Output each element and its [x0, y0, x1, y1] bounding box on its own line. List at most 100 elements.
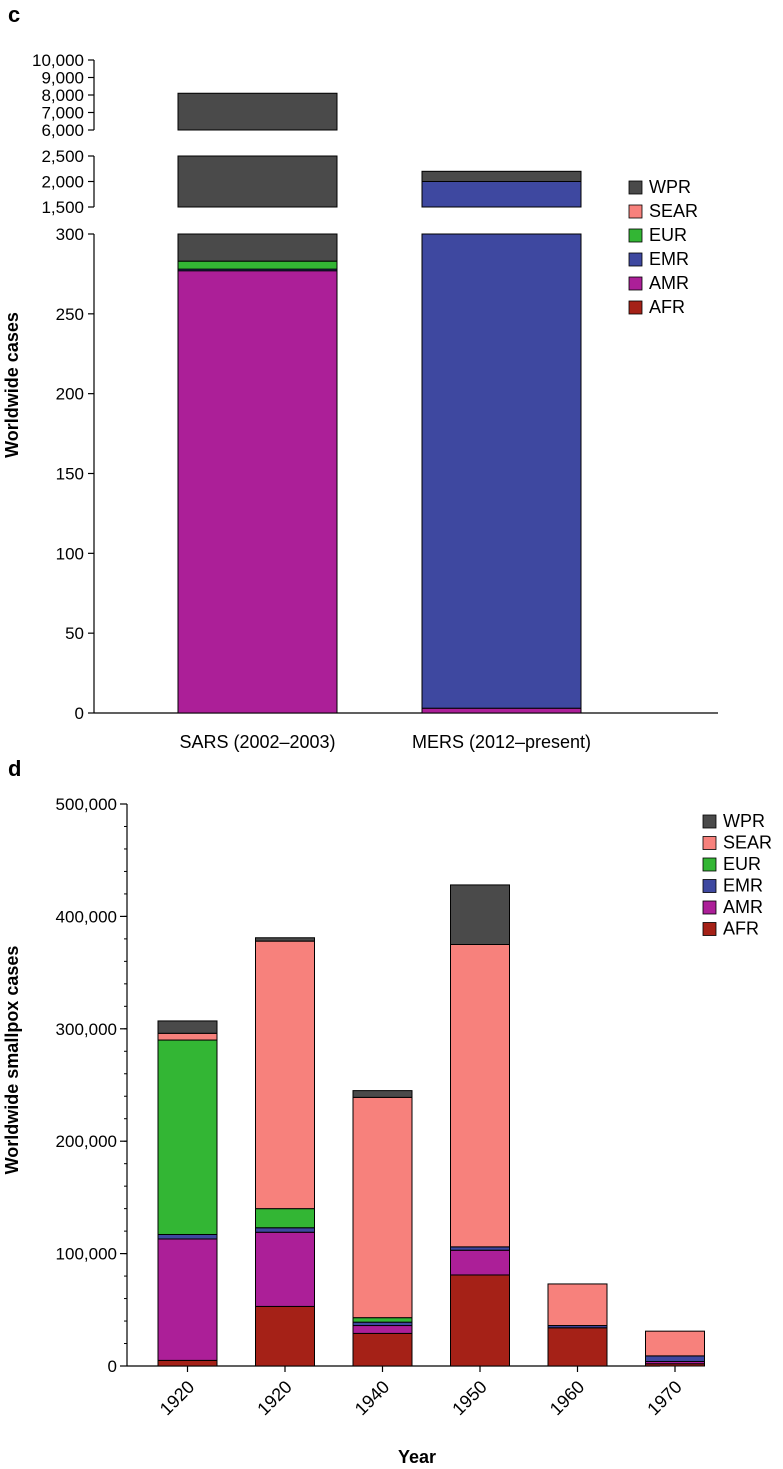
y-tick-label: 1,500	[41, 198, 84, 217]
bar-0-wpr	[157, 1020, 218, 1034]
y-tick-label: 100,000	[56, 1245, 117, 1264]
bar-1-emr	[255, 1227, 315, 1233]
bar-1-wpr	[255, 937, 315, 942]
y-tick-label: 50	[65, 624, 84, 643]
bar-2-sear	[352, 1096, 413, 1319]
bar-sars-eur	[177, 260, 338, 270]
legend-label-sear: SEAR	[649, 201, 698, 221]
legend-label-eur: EUR	[723, 854, 761, 874]
bar-0-eur	[157, 1039, 218, 1235]
bar-sars-amr	[177, 270, 338, 714]
y-tick-label: 400,000	[56, 907, 117, 926]
legend-swatch-sear	[702, 836, 717, 850]
bar-2-amr	[352, 1325, 413, 1334]
bar-3-afr	[450, 1274, 510, 1367]
x-tick-label: 1940	[351, 1377, 393, 1419]
bar-3-emr	[450, 1246, 510, 1251]
panel-c-legend: WPR SEAR EUR EMR AMR AFR	[628, 177, 698, 317]
legend-label-wpr: WPR	[649, 177, 691, 197]
legend-label-emr: EMR	[649, 249, 689, 269]
x-tick-label: 1920	[156, 1377, 198, 1419]
bar-0-emr	[157, 1233, 218, 1240]
y-tick-label: 100	[56, 544, 84, 563]
y-tick-label: 2,000	[41, 173, 84, 192]
legend-swatch-eur	[702, 857, 717, 872]
legend-swatch-wpr	[628, 180, 643, 195]
bar-0-amr	[157, 1238, 218, 1361]
x-tick-label: 1960	[546, 1377, 588, 1419]
bar-mers-amr	[421, 707, 582, 714]
panel-d-x-axis-label: Year	[398, 1447, 436, 1467]
bar-5-sear	[645, 1330, 705, 1357]
legend-swatch-emr	[628, 252, 643, 267]
x-tick-label: 1950	[448, 1377, 490, 1419]
legend-label-amr: AMR	[649, 273, 689, 293]
bar-4-sear	[547, 1283, 608, 1327]
bar-2-afr	[352, 1332, 413, 1367]
bar-mers-emr	[421, 181, 582, 208]
bar-0-afr	[157, 1359, 218, 1367]
panel-d-y-axis-label: Worldwide smallpox cases	[2, 946, 22, 1175]
panel-c-bars	[177, 92, 582, 714]
x-tick-label: MERS (2012–present)	[412, 732, 591, 752]
legend-swatch-afr	[628, 300, 643, 315]
legend-swatch-amr	[628, 276, 643, 291]
legend-swatch-wpr	[702, 814, 717, 829]
legend-swatch-eur	[628, 228, 643, 243]
x-tick-label: 1970	[643, 1377, 685, 1419]
y-tick-label: 6,000	[41, 121, 84, 140]
bar-mers-emr	[421, 233, 582, 709]
bar-sars-wpr	[177, 155, 338, 208]
bar-2-wpr	[352, 1090, 413, 1098]
y-tick-label: 2,500	[41, 147, 84, 166]
bar-0-sear	[157, 1032, 218, 1041]
y-tick-label: 200,000	[56, 1132, 117, 1151]
legend-swatch-emr	[702, 879, 717, 893]
y-tick-label: 300	[56, 225, 84, 244]
legend-label-wpr: WPR	[723, 811, 765, 831]
legend-label-afr: AFR	[723, 919, 759, 939]
x-tick-label: SARS (2002–2003)	[179, 732, 335, 752]
panel-d-x-ticks: 1920 1920 1940 1950 1960 1970	[156, 1366, 686, 1419]
bar-3-amr	[450, 1249, 510, 1276]
panel-c-x-ticks: SARS (2002–2003) MERS (2012–present)	[179, 732, 591, 752]
x-tick-label: 1920	[253, 1377, 295, 1419]
bar-sars-wpr	[177, 92, 338, 131]
bar-1-amr	[255, 1231, 315, 1307]
panel-d-bars	[157, 884, 705, 1367]
y-tick-label: 150	[56, 465, 84, 484]
panel-c-label: c	[8, 2, 20, 27]
panel-c-y-axis-label: Worldwide cases	[2, 312, 22, 458]
y-tick-label: 200	[56, 385, 84, 404]
bar-5-emr	[645, 1355, 705, 1363]
legend-label-amr: AMR	[723, 897, 763, 917]
y-tick-label: 10,000	[32, 51, 84, 70]
y-tick-label: 8,000	[41, 86, 84, 105]
legend-label-emr: EMR	[723, 876, 763, 896]
y-tick-label: 250	[56, 305, 84, 324]
y-tick-label: 9,000	[41, 69, 84, 88]
legend-swatch-amr	[702, 900, 717, 915]
bar-4-afr	[547, 1327, 608, 1367]
bar-1-sear	[255, 940, 315, 1210]
y-tick-label: 300,000	[56, 1020, 117, 1039]
bar-1-afr	[255, 1305, 315, 1367]
legend-label-eur: EUR	[649, 225, 687, 245]
y-tick-label: 0	[75, 704, 84, 723]
y-tick-label: 7,000	[41, 104, 84, 123]
y-tick-label: 500,000	[56, 795, 117, 814]
legend-label-afr: AFR	[649, 297, 685, 317]
panel-d-label: d	[8, 756, 21, 781]
y-tick-label: 0	[108, 1357, 117, 1376]
bar-sars-wpr	[177, 233, 338, 262]
bar-2-emr	[352, 1321, 413, 1327]
legend-swatch-afr	[702, 922, 717, 936]
bar-3-wpr	[450, 884, 510, 945]
panel-c-chart: c Worldwide cases 0 50 100 150 200 250 300 1,50…	[2, 2, 718, 752]
bar-mers-wpr	[421, 170, 582, 183]
panel-c-axes: 0 50 100 150 200 250 300 1,500 2,000 2,500 6,0007,…	[32, 51, 718, 723]
panel-d-chart: d Worldwide smallpox cases Year 0 100,000…	[2, 756, 772, 1467]
bar-1-eur	[255, 1208, 315, 1229]
